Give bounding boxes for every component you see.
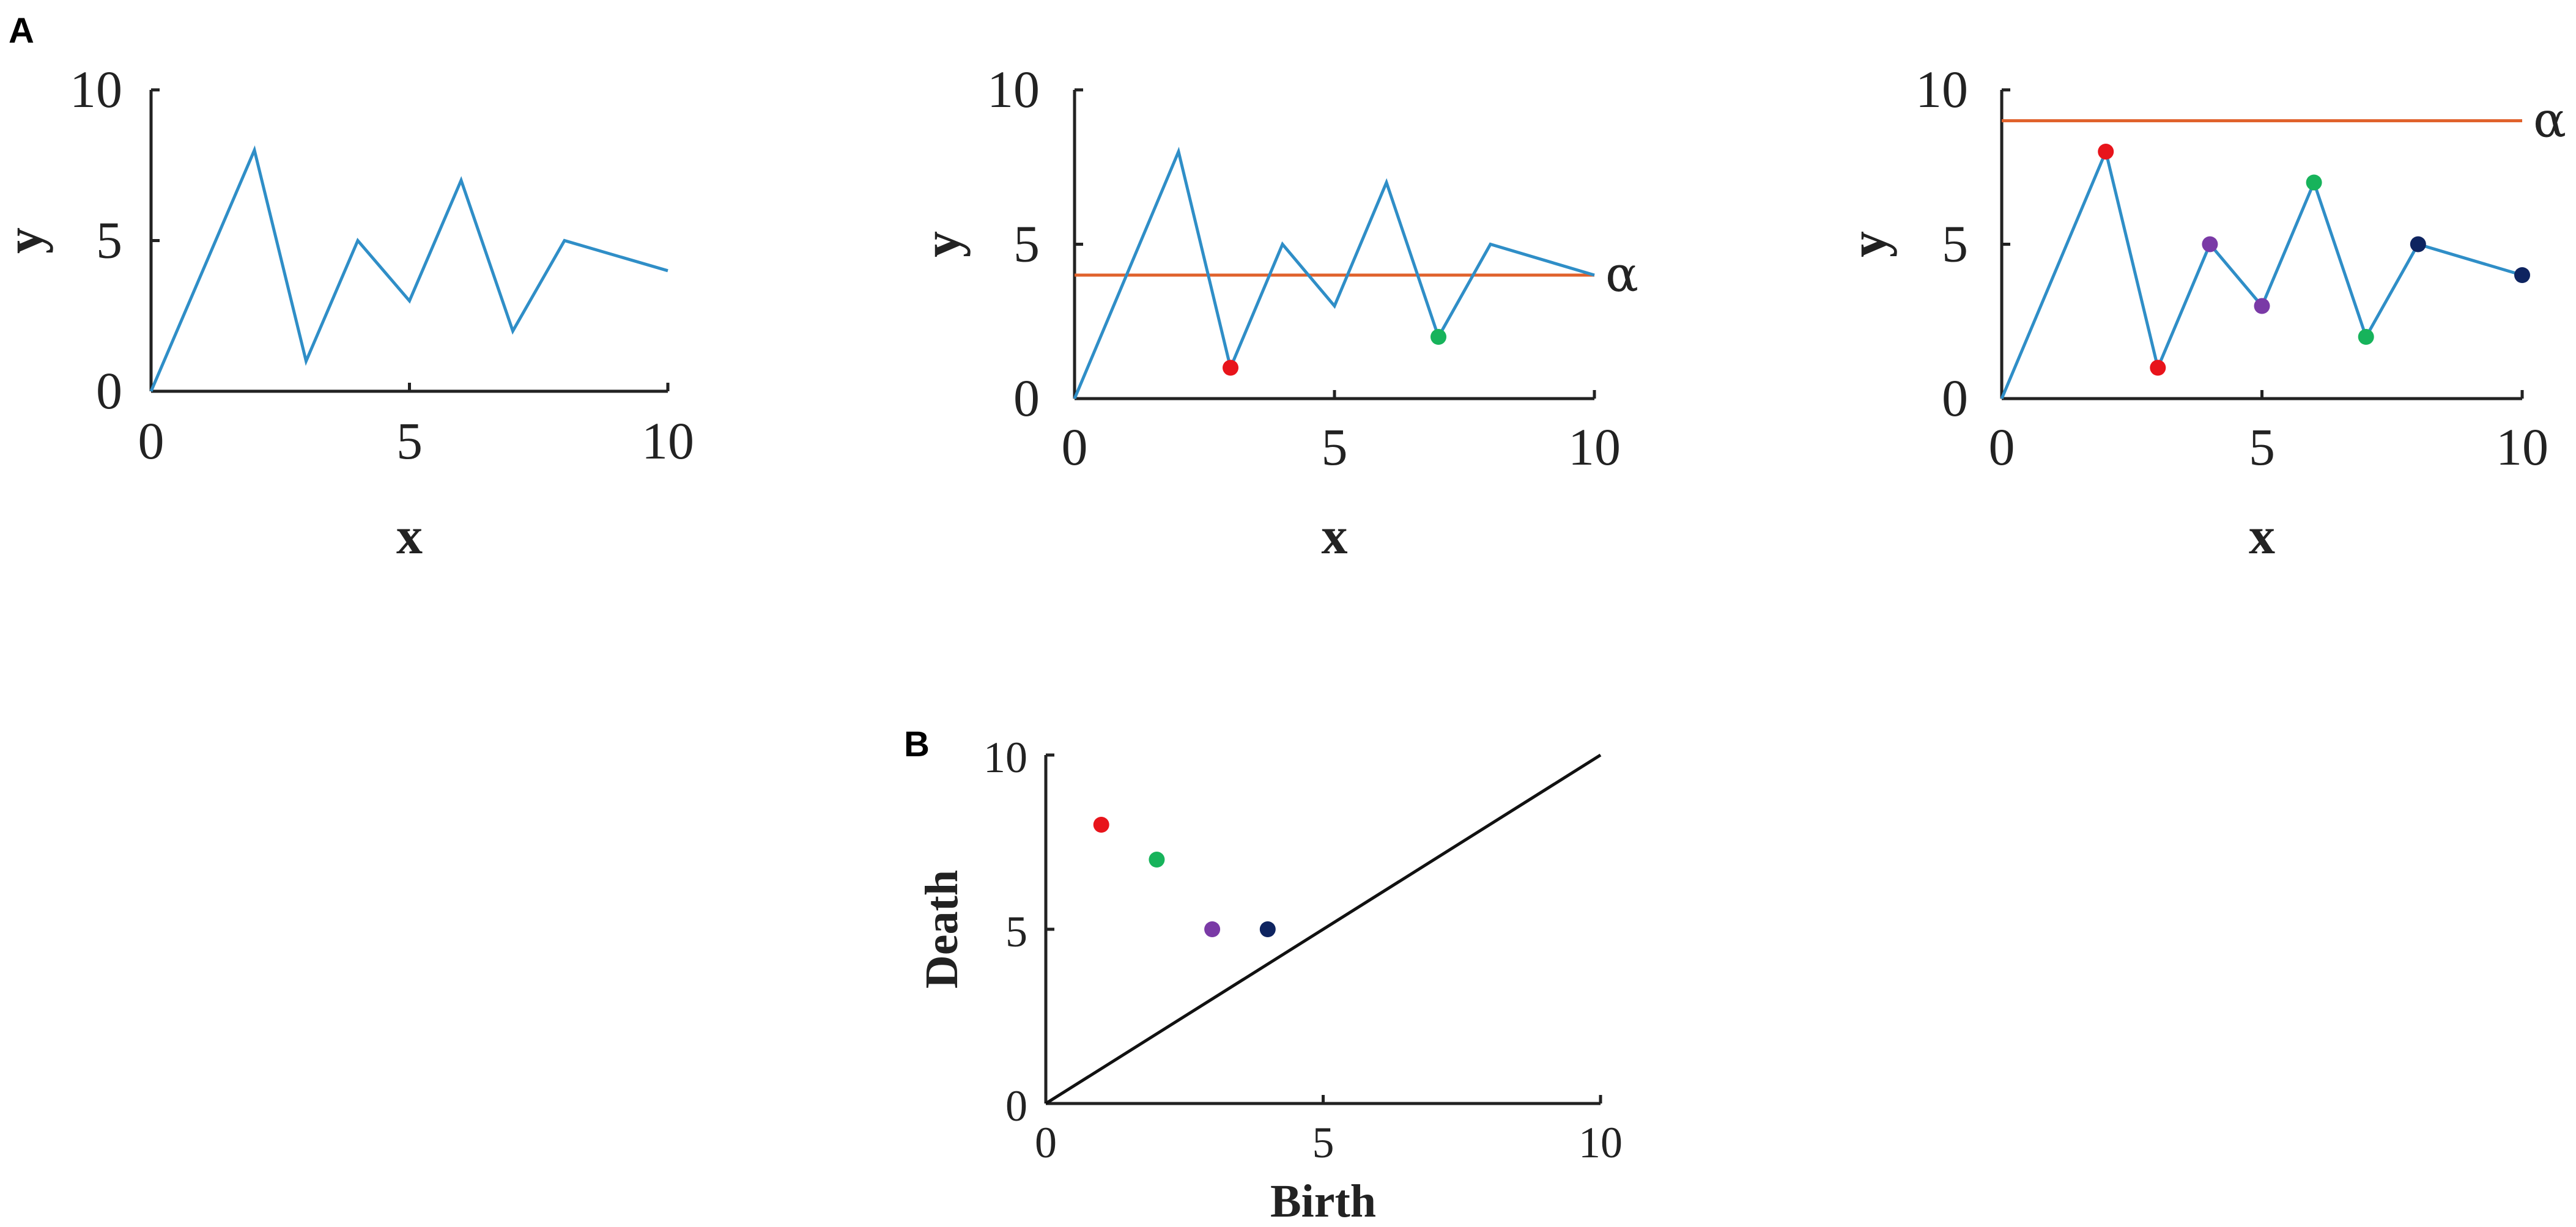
y-axis-label: y (1838, 231, 1897, 257)
point-purple (2202, 236, 2218, 252)
x-axis-label: x (396, 506, 423, 565)
plot-a3: 0 5 10 0 5 10 x y α (1838, 60, 2566, 565)
series-line (2000, 147, 2523, 399)
point-purple (1204, 921, 1221, 937)
point-green (2358, 329, 2374, 345)
x-tick-label: 10 (1579, 1118, 1623, 1167)
x-tick-label: 5 (2249, 418, 2275, 476)
y-tick-label: 0 (1013, 369, 1040, 427)
x-tick-label: 0 (138, 411, 165, 470)
x-tick-label: 10 (642, 411, 694, 470)
x-tick-label: 5 (1322, 418, 1348, 476)
series-line (149, 145, 668, 392)
x-axis-label: Birth (1270, 1176, 1376, 1227)
x-tick-label: 10 (2496, 418, 2548, 476)
y-axis-label: Death (916, 870, 968, 989)
point-green (1430, 329, 1446, 345)
panel-label-a: A (9, 11, 34, 51)
y-tick-label: 10 (1915, 60, 1968, 119)
point-red (2150, 359, 2166, 376)
y-tick-label: 5 (1005, 907, 1027, 956)
point-navy (2514, 267, 2530, 283)
plot-b-persistence-diagram: 0 5 10 0 5 10 Birth Death (916, 733, 1623, 1227)
y-axis-label: y (0, 227, 53, 254)
x-tick-label: 5 (396, 411, 423, 470)
x-axis-label: x (1322, 506, 1348, 565)
point-red (2098, 144, 2114, 160)
threshold-label: α (2533, 92, 2566, 149)
point-navy (2410, 236, 2426, 252)
point-purple (2254, 298, 2270, 314)
point-navy (1259, 921, 1276, 937)
x-tick-label: 0 (1035, 1118, 1057, 1167)
y-tick-label: 0 (96, 361, 122, 420)
diagonal-line (1045, 753, 1602, 1105)
y-tick-label: 10 (70, 60, 122, 119)
y-axis-label: y (912, 231, 971, 257)
y-tick-label: 5 (1013, 215, 1040, 273)
x-axis-label: x (2249, 506, 2275, 565)
point-green (1149, 852, 1165, 868)
threshold-label: α (1605, 246, 1638, 303)
y-tick-label: 0 (1942, 369, 1968, 427)
y-tick-label: 10 (987, 60, 1040, 119)
x-tick-label: 5 (1312, 1118, 1334, 1167)
y-tick-label: 0 (1005, 1081, 1027, 1130)
y-tick-label: 5 (1942, 215, 1968, 273)
x-tick-label: 0 (1062, 418, 1088, 476)
x-tick-label: 0 (1989, 418, 2015, 476)
panel-label-b: B (904, 724, 930, 764)
point-red (1223, 359, 1238, 376)
x-tick-label: 10 (1568, 418, 1621, 476)
point-green (2306, 174, 2322, 191)
point-red (1093, 817, 1109, 833)
y-tick-label: 5 (96, 211, 122, 270)
y-tick-label: 10 (983, 733, 1027, 782)
plot-a2: 0 5 10 0 5 10 x y α (912, 60, 1638, 565)
plot-a1: 0 5 10 0 5 10 x y (0, 60, 694, 565)
